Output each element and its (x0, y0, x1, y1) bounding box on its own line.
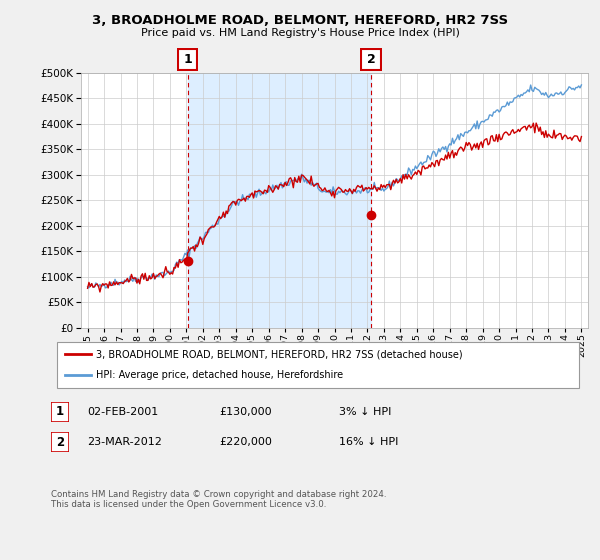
Text: 1: 1 (183, 53, 192, 66)
Text: HPI: Average price, detached house, Herefordshire: HPI: Average price, detached house, Here… (96, 370, 343, 380)
FancyBboxPatch shape (51, 402, 69, 422)
Text: £130,000: £130,000 (219, 407, 272, 417)
FancyBboxPatch shape (361, 49, 380, 70)
FancyBboxPatch shape (178, 49, 197, 70)
Text: 16% ↓ HPI: 16% ↓ HPI (339, 437, 398, 447)
Text: 02-FEB-2001: 02-FEB-2001 (87, 407, 158, 417)
FancyBboxPatch shape (57, 342, 579, 388)
Text: 23-MAR-2012: 23-MAR-2012 (87, 437, 162, 447)
Text: £220,000: £220,000 (219, 437, 272, 447)
Text: 3, BROADHOLME ROAD, BELMONT, HEREFORD, HR2 7SS (detached house): 3, BROADHOLME ROAD, BELMONT, HEREFORD, H… (96, 349, 463, 360)
Text: 2: 2 (56, 436, 64, 449)
Text: 3% ↓ HPI: 3% ↓ HPI (339, 407, 391, 417)
Bar (188, 73, 371, 328)
FancyBboxPatch shape (51, 432, 69, 452)
Text: Contains HM Land Registry data © Crown copyright and database right 2024.
This d: Contains HM Land Registry data © Crown c… (51, 490, 386, 510)
Text: 3, BROADHOLME ROAD, BELMONT, HEREFORD, HR2 7SS: 3, BROADHOLME ROAD, BELMONT, HEREFORD, H… (92, 14, 508, 27)
Text: Price paid vs. HM Land Registry's House Price Index (HPI): Price paid vs. HM Land Registry's House … (140, 28, 460, 38)
Text: 2: 2 (367, 53, 375, 66)
Text: 1: 1 (56, 405, 64, 418)
